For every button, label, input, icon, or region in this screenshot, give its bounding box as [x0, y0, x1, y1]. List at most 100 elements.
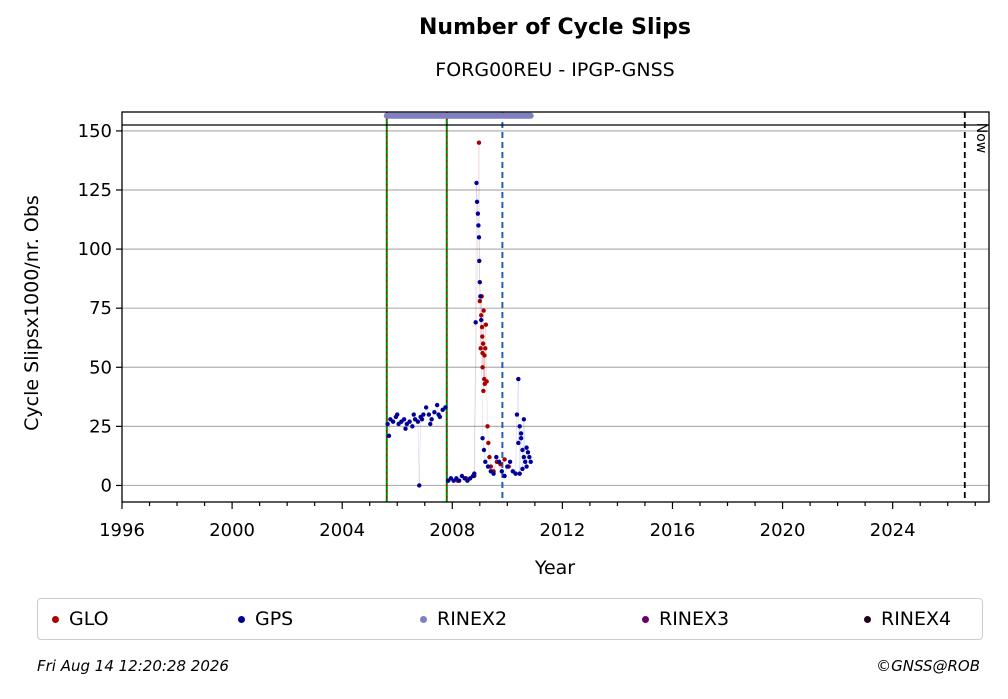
data-point — [385, 421, 390, 427]
data-point — [432, 409, 437, 415]
footer-timestamp: Fri Aug 14 12:20:28 2026 — [37, 657, 229, 675]
data-point — [517, 424, 522, 429]
x-tick-label: 2008 — [429, 520, 475, 541]
gps-marker-icon — [238, 615, 245, 623]
data-point — [403, 426, 408, 431]
data-point — [494, 454, 499, 460]
axes: 0 25 50 75 100 125 150 1996 2000 2004 2008 2012 2016… — [78, 121, 976, 541]
data-point — [502, 473, 507, 479]
data-point — [484, 379, 489, 384]
data-point — [496, 459, 502, 465]
x-tick-label: 2020 — [760, 520, 806, 541]
data-point — [436, 412, 441, 417]
now-label: Now — [973, 123, 989, 154]
y-tick-label: 150 — [78, 121, 112, 142]
data-point — [523, 459, 528, 465]
y-tick-label: 0 — [101, 475, 112, 496]
data-point — [524, 464, 529, 469]
data-point — [419, 417, 425, 422]
legend-item-rinex3: RINEX3 — [642, 599, 729, 639]
y-axis-label: Cycle Slipsx1000/nr. Obs — [21, 195, 43, 431]
legend-label: GPS — [255, 608, 294, 630]
legend-item-rinex4: RINEX4 — [864, 599, 951, 639]
x-tick-label: 2012 — [539, 520, 585, 541]
data-point — [429, 417, 434, 422]
legend-label: RINEX4 — [881, 608, 952, 630]
data-point — [520, 466, 525, 472]
data-point — [521, 454, 527, 460]
data-point — [478, 294, 483, 299]
data-point — [434, 402, 440, 408]
data-point — [476, 223, 481, 228]
chart-title: Number of Cycle Slips — [419, 15, 691, 40]
data-point — [518, 431, 524, 436]
x-tick-label: 1996 — [99, 520, 145, 541]
series-trace — [387, 182, 531, 486]
data-point — [485, 424, 490, 429]
x-tick-label: 2024 — [870, 520, 916, 541]
data-point — [487, 454, 492, 460]
data-point — [480, 341, 486, 346]
data-point — [472, 471, 477, 476]
data-point — [520, 447, 525, 453]
legend-item-gps: GPS — [238, 599, 293, 639]
data-point — [482, 353, 487, 358]
data-point — [478, 346, 483, 351]
data-point — [516, 440, 521, 446]
legend-item-rinex2: RINEX2 — [420, 599, 507, 639]
data-point — [483, 346, 488, 351]
data-point — [426, 412, 432, 417]
data-point — [411, 412, 416, 417]
data-point — [401, 417, 407, 422]
data-point — [478, 313, 484, 318]
data-point — [474, 199, 480, 205]
data-point — [528, 459, 533, 465]
data-point — [386, 433, 392, 439]
data-point — [477, 279, 483, 285]
data-point — [480, 365, 485, 370]
data-point — [483, 459, 488, 465]
data-point — [516, 376, 521, 382]
data-point — [395, 412, 400, 417]
data-point — [525, 450, 531, 455]
data-point — [479, 324, 485, 330]
x-axis-label: Year — [534, 557, 575, 579]
data-point — [507, 459, 513, 465]
data-point — [428, 421, 433, 427]
data-point — [456, 478, 462, 483]
data-point — [485, 464, 491, 469]
y-tick-label: 125 — [78, 180, 112, 201]
data-point — [475, 211, 481, 216]
data-point — [477, 258, 482, 264]
y-tick-label: 25 — [89, 416, 112, 437]
data-point — [443, 405, 448, 410]
data-point — [521, 417, 527, 422]
y-tick-label: 100 — [78, 239, 112, 260]
data-point — [486, 440, 491, 446]
legend-label: GLO — [69, 608, 109, 630]
rinex3-marker-icon — [642, 615, 649, 623]
data-point — [476, 235, 482, 240]
data-point — [481, 447, 487, 453]
data-point — [476, 140, 482, 145]
data-point — [415, 419, 421, 424]
data-point — [524, 445, 529, 450]
footer-copyright: ©GNSS@ROB — [876, 657, 980, 675]
grid — [122, 130, 989, 487]
data-point — [514, 412, 520, 417]
data-point — [474, 180, 479, 186]
data-point — [390, 419, 396, 424]
data-point — [417, 483, 422, 488]
data-point — [421, 412, 426, 417]
legend-label: RINEX2 — [437, 608, 508, 630]
data-point — [491, 471, 496, 476]
data-point — [481, 308, 486, 313]
glo-marker-icon — [52, 615, 59, 623]
data-point — [478, 317, 484, 323]
legend: GLO GPS RINEX2 RINEX3 RINEX4 — [37, 598, 983, 640]
rinex2-marker-icon — [420, 615, 427, 623]
data-point — [473, 320, 478, 325]
data-point — [480, 435, 485, 441]
data-point — [477, 298, 483, 304]
